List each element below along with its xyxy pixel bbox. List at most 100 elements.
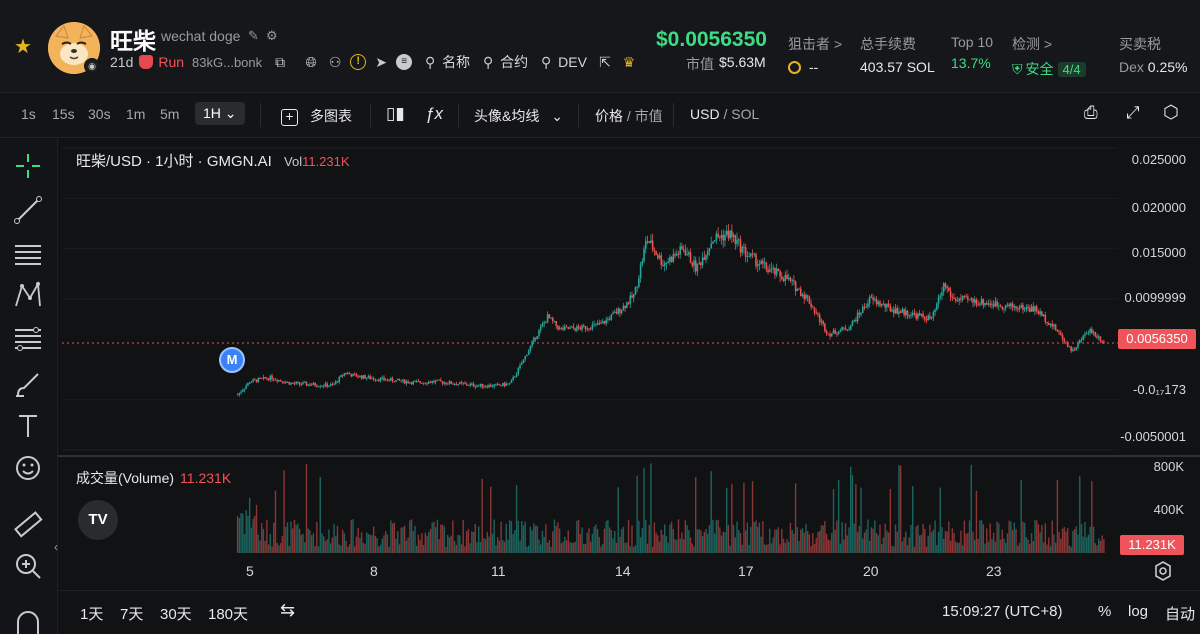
candle xyxy=(1053,324,1055,327)
tradingview-logo[interactable]: TV xyxy=(78,500,118,540)
percent-toggle[interactable]: % xyxy=(1098,603,1112,620)
candle xyxy=(427,381,430,384)
clock-time[interactable]: 15:09:27 (UTC+8) xyxy=(942,603,1063,620)
volume-bar xyxy=(340,545,342,553)
candle xyxy=(794,281,797,292)
usd-sol-toggle[interactable]: USD / SOL xyxy=(690,106,760,122)
interval-30s[interactable]: 30s xyxy=(88,106,111,122)
candle xyxy=(586,328,589,330)
interval-15s[interactable]: 15s xyxy=(52,106,75,122)
candle xyxy=(624,305,626,308)
interval-1s[interactable]: 1s xyxy=(21,106,36,122)
migration-marker[interactable]: M xyxy=(219,347,245,373)
emoji-icon[interactable] xyxy=(12,452,44,484)
volume-bar xyxy=(445,546,447,553)
range-7d[interactable]: 7天 xyxy=(120,606,144,623)
interval-1m[interactable]: 1m xyxy=(126,106,146,122)
volume-bar xyxy=(288,546,290,553)
search-icon[interactable]: ⚲ xyxy=(541,54,552,70)
candle xyxy=(944,283,947,287)
volume-bar xyxy=(1082,536,1084,553)
volume-bar xyxy=(1006,533,1009,553)
log-toggle[interactable]: log xyxy=(1128,603,1149,620)
telegram-icon[interactable]: ➤ xyxy=(375,54,388,70)
multi-chart-button[interactable]: + 多图表 xyxy=(281,106,352,126)
ruler-icon[interactable] xyxy=(12,508,44,540)
collapse-sidebar-icon[interactable]: ‹ xyxy=(54,540,58,554)
globe-icon[interactable]: 🌐︎ xyxy=(305,54,317,70)
range-1d[interactable]: 1天 xyxy=(80,606,104,623)
interval-5m[interactable]: 5m xyxy=(160,106,180,122)
candle xyxy=(1034,306,1036,312)
date-range-calendar-icon[interactable]: ⇆ xyxy=(280,600,296,620)
candlestick-type-icon[interactable]: ▯▮ xyxy=(386,104,405,123)
list-icon[interactable]: ≡ xyxy=(396,54,413,70)
search-icon[interactable]: ⚲ xyxy=(483,54,494,70)
text-tool-icon[interactable] xyxy=(12,410,44,442)
settings-gear-icon[interactable]: ⬡ xyxy=(1163,102,1179,122)
candle xyxy=(770,268,773,270)
volume-bar xyxy=(1070,546,1072,553)
volume-bar xyxy=(479,542,482,553)
candle xyxy=(290,383,292,385)
crosshair-icon[interactable] xyxy=(12,150,44,182)
brush-icon[interactable] xyxy=(12,368,44,400)
candle xyxy=(347,373,349,374)
auto-toggle[interactable]: 自动 xyxy=(1165,606,1196,623)
copy-icon[interactable]: ⧉ xyxy=(275,54,286,70)
search-dev-link[interactable]: DEV xyxy=(558,54,587,70)
camera-icon[interactable]: ⎙ xyxy=(1084,103,1098,122)
range-30d[interactable]: 30天 xyxy=(160,606,192,623)
volume-bar xyxy=(753,522,755,553)
search-contract-link[interactable]: 合约 xyxy=(500,54,529,70)
warning-icon[interactable]: ! xyxy=(350,54,367,70)
horizontal-lines-icon[interactable] xyxy=(12,238,44,270)
favorite-star-icon[interactable]: ★ xyxy=(14,36,32,58)
pattern-tool-icon[interactable] xyxy=(12,280,44,312)
zoom-in-icon[interactable] xyxy=(12,550,44,582)
volume-bar xyxy=(650,463,652,553)
stat-snipers-value: -- xyxy=(788,59,842,75)
search-icon[interactable]: ⚲ xyxy=(425,54,436,70)
volume-bar xyxy=(813,543,816,553)
crown-icon[interactable]: ♛ xyxy=(622,54,636,70)
candle xyxy=(682,248,685,251)
candle xyxy=(305,382,308,386)
volume-bar xyxy=(410,519,413,553)
candle xyxy=(650,240,652,243)
price-mcap-toggle[interactable]: 价格 / 市值 xyxy=(595,108,663,124)
candle xyxy=(627,302,630,304)
candle xyxy=(946,286,948,289)
search-name-link[interactable]: 名称 xyxy=(442,54,471,70)
stat-audit[interactable]: 检测 > ⛨ 安全 4/4 xyxy=(1012,34,1086,79)
candle xyxy=(701,257,704,265)
candle xyxy=(808,297,811,304)
volume-bar xyxy=(245,510,247,553)
candle xyxy=(911,312,914,316)
range-180d[interactable]: 180天 xyxy=(208,606,249,623)
fib-retracement-icon[interactable] xyxy=(12,324,44,356)
indicators-fx-icon[interactable]: ƒx xyxy=(425,104,443,123)
bot-icon[interactable]: ⚙ xyxy=(266,28,278,43)
stat-snipers[interactable]: 狙击者 > -- xyxy=(788,34,842,75)
volume-bar xyxy=(593,526,595,553)
candle xyxy=(937,297,940,304)
avatar-ma-dropdown[interactable]: 头像&均线 ⌄ xyxy=(474,108,563,124)
axis-settings-icon[interactable] xyxy=(1152,560,1174,582)
candle xyxy=(457,384,459,385)
volume-bar xyxy=(1042,542,1045,553)
user-icon[interactable]: ⚇ xyxy=(328,54,342,70)
volume-bar xyxy=(893,546,895,553)
fullscreen-icon[interactable]: ⤢ xyxy=(1126,103,1140,122)
magnet-icon[interactable] xyxy=(12,606,44,634)
candle xyxy=(694,260,697,272)
candle xyxy=(333,383,335,385)
candle xyxy=(605,319,607,324)
volume-bar xyxy=(882,537,885,553)
volume-bar xyxy=(899,465,902,553)
external-link-icon[interactable]: ⇱ xyxy=(599,54,611,70)
interval-1h[interactable]: 1H ⌄ xyxy=(195,102,245,125)
trend-line-icon[interactable] xyxy=(12,194,44,226)
edit-pencil-icon[interactable]: ✎ xyxy=(248,28,259,43)
